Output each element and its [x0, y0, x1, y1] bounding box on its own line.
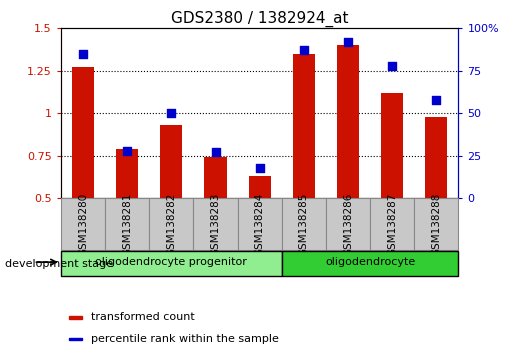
Point — [432, 97, 440, 103]
Point — [123, 148, 131, 154]
FancyBboxPatch shape — [237, 198, 282, 250]
FancyBboxPatch shape — [61, 251, 282, 276]
Bar — [293, 54, 315, 283]
Text: GSM138280: GSM138280 — [78, 192, 88, 256]
Point — [211, 149, 220, 155]
FancyBboxPatch shape — [282, 251, 458, 276]
FancyBboxPatch shape — [370, 198, 414, 250]
Point — [79, 51, 87, 57]
Text: transformed count: transformed count — [91, 312, 195, 322]
Text: GSM138286: GSM138286 — [343, 192, 353, 256]
FancyBboxPatch shape — [61, 198, 105, 250]
Text: GSM138285: GSM138285 — [299, 192, 309, 256]
Text: development stage: development stage — [5, 259, 113, 269]
Text: GSM138283: GSM138283 — [210, 192, 220, 256]
Text: oligodendrocyte progenitor: oligodendrocyte progenitor — [95, 257, 248, 267]
Text: GSM138281: GSM138281 — [122, 192, 132, 256]
FancyBboxPatch shape — [193, 198, 237, 250]
Point — [167, 110, 175, 116]
Bar — [381, 93, 403, 283]
FancyBboxPatch shape — [326, 198, 370, 250]
Bar — [69, 338, 82, 340]
Text: GSM138282: GSM138282 — [166, 192, 176, 256]
Text: oligodendrocyte: oligodendrocyte — [325, 257, 415, 267]
Bar — [116, 149, 138, 283]
FancyBboxPatch shape — [282, 198, 326, 250]
Text: percentile rank within the sample: percentile rank within the sample — [91, 334, 279, 344]
Text: GSM138284: GSM138284 — [255, 192, 264, 256]
FancyBboxPatch shape — [105, 198, 149, 250]
Text: GSM138287: GSM138287 — [387, 192, 397, 256]
Bar — [425, 117, 447, 283]
FancyBboxPatch shape — [414, 198, 458, 250]
Point — [344, 39, 352, 45]
Bar — [69, 316, 82, 319]
Bar — [337, 45, 359, 283]
Text: GSM138288: GSM138288 — [431, 192, 441, 256]
Bar — [160, 125, 182, 283]
Bar — [205, 158, 227, 283]
Bar — [72, 67, 94, 283]
Point — [299, 47, 308, 53]
FancyBboxPatch shape — [149, 198, 193, 250]
Point — [388, 63, 396, 69]
Title: GDS2380 / 1382924_at: GDS2380 / 1382924_at — [171, 11, 348, 27]
Bar — [249, 176, 271, 283]
Point — [255, 165, 264, 171]
